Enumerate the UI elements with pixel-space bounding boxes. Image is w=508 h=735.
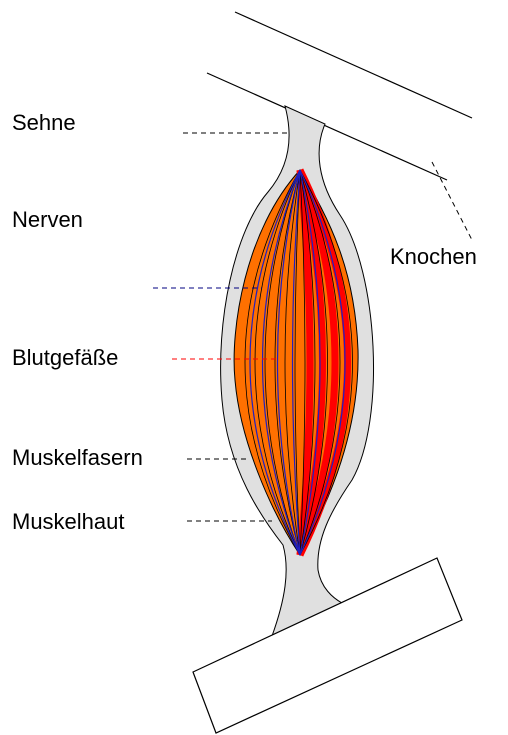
muscle-diagram: Sehne Nerven Blutgefäße Muskelfasern Mus… [0, 0, 508, 735]
label: Nerven [12, 207, 83, 232]
bone-top [207, 12, 472, 180]
label: Muskelhaut [12, 509, 125, 534]
bone-bottom [193, 558, 462, 733]
leader-line [432, 162, 472, 240]
label: Blutgefäße [12, 345, 118, 370]
label: Muskelfasern [12, 445, 143, 470]
label: Sehne [12, 110, 76, 135]
label: Knochen [390, 244, 477, 269]
